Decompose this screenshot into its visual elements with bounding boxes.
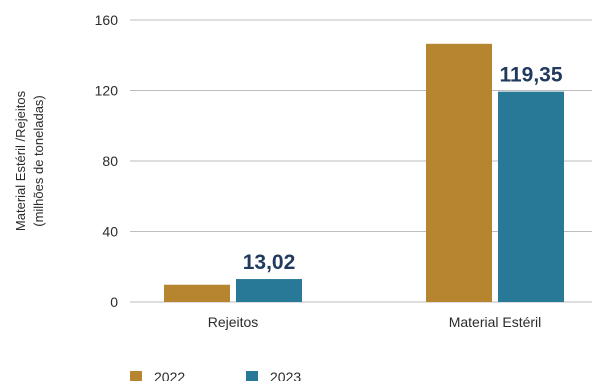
data-label: 13,02 xyxy=(243,251,296,274)
y-tick-label: 120 xyxy=(95,83,119,99)
data-label: 119,35 xyxy=(499,64,562,87)
data-labels: 13,02 119,35 xyxy=(243,64,563,274)
y-axis-label-line: Material Estéril /Rejeitos xyxy=(13,90,28,231)
x-category-label: Rejeitos xyxy=(208,314,259,330)
y-tick-label: 0 xyxy=(110,294,118,310)
bar-2022-material-estéril xyxy=(426,43,492,302)
y-axis-ticks: 0 40 80 120 160 xyxy=(95,12,119,310)
bar-2022-rejeitos xyxy=(164,284,230,302)
y-tick-label: 80 xyxy=(102,153,118,169)
x-category-label: Material Estéril xyxy=(449,314,542,330)
legend-swatch-2023 xyxy=(246,371,258,381)
y-axis-label: Material Estéril /Rejeitos (milhões de to… xyxy=(13,90,46,231)
x-axis-categories: Rejeitos Material Estéril xyxy=(208,314,542,330)
legend: 2022 2023 xyxy=(130,369,301,381)
legend-label-2023: 2023 xyxy=(270,369,301,381)
bars xyxy=(164,43,564,302)
legend-swatch-2022 xyxy=(130,371,142,381)
bar-2023-rejeitos xyxy=(236,279,302,302)
bar-2023-material-estéril xyxy=(498,91,564,302)
y-tick-label: 40 xyxy=(102,224,118,240)
legend-label-2022: 2022 xyxy=(154,369,185,381)
y-axis-label-line: (milhões de toneladas) xyxy=(31,95,46,227)
y-tick-label: 160 xyxy=(95,12,119,28)
